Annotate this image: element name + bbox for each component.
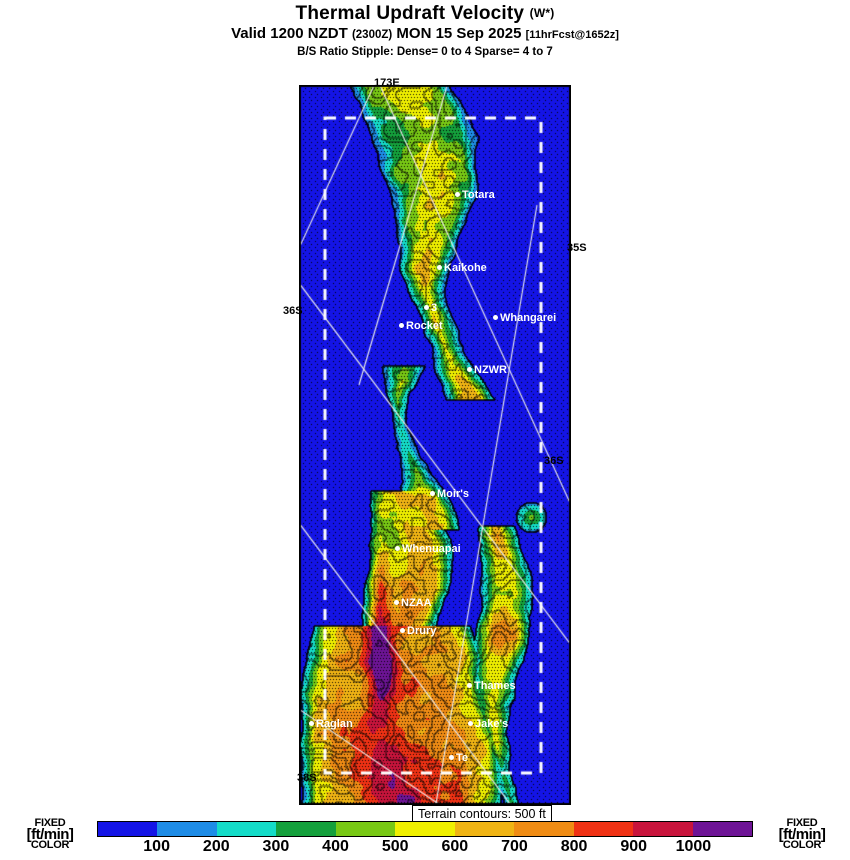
place-marker-dot [493, 315, 498, 320]
place-marker-dot [449, 755, 454, 760]
contour-marker-dot [424, 305, 429, 310]
place-marker-dot [468, 721, 473, 726]
colorbar-row: FIXED [ft/min] COLOR 100 200 300 400 500 600 7… [0, 818, 850, 860]
colorbar-tick-800: 800 [560, 838, 588, 855]
colorbar-tick-600: 600 [441, 838, 469, 855]
map-place-raglan[interactable]: Raglan [309, 719, 353, 730]
place-label: Totara [462, 189, 495, 201]
colorbar-legend-right: FIXED [ft/min] COLOR [762, 818, 842, 851]
main-title-subscript: (W*) [529, 6, 555, 20]
legend-left-color: COLOR [30, 839, 70, 851]
place-marker-dot [467, 367, 472, 372]
legend-right-color: COLOR [782, 839, 822, 851]
map-place-jake-s[interactable]: Jake's [468, 719, 508, 730]
graticule-label-35s: 35S [567, 242, 587, 254]
colorbar-tick-200: 200 [202, 838, 230, 855]
colorbar-swatch-10 [692, 822, 752, 836]
place-marker-dot [437, 265, 442, 270]
colorbar-swatches[interactable] [97, 821, 753, 837]
forecast-tag: [11hrFcst@1652z] [525, 29, 619, 41]
colorbar-tick-300: 300 [262, 838, 290, 855]
graticule-label-38s: 38S [297, 772, 317, 784]
place-label: NZAA [401, 597, 432, 609]
place-marker-dot [399, 323, 404, 328]
place-marker-dot [400, 628, 405, 633]
colorbar-swatch-5 [395, 822, 455, 836]
colorbar-legend-left: FIXED [ft/min] COLOR [10, 818, 90, 851]
place-label: Rocket [406, 320, 443, 332]
map-place-totara[interactable]: Totara [455, 190, 495, 201]
map-place-te[interactable]: Te [449, 753, 468, 764]
colorbar-tick-700: 700 [501, 838, 528, 855]
contour-value: 3 [431, 302, 438, 314]
map-place-thames[interactable]: Thames [467, 681, 516, 692]
main-title-text: Thermal Updraft Velocity [295, 3, 525, 24]
place-label: Thames [474, 680, 516, 692]
graticule-label-36s: 36S [544, 455, 564, 467]
colorbar-swatch-1 [157, 822, 217, 836]
forecast-map[interactable]: Totara Kaikohe Rocket Whangarei NZWR Moir's Wh… [283, 77, 587, 805]
colorbar-swatch-3 [276, 822, 336, 836]
place-label: Whangarei [500, 312, 557, 324]
map-place-whangarei[interactable]: Whangarei [493, 313, 556, 324]
colorbar-swatch-9 [633, 822, 693, 836]
legend-left-fixed: FIXED [34, 817, 66, 829]
place-marker-dot [430, 491, 435, 496]
valid-prefix: Valid 1200 NZDT [231, 25, 348, 42]
valid-zulu: (2300Z) [351, 29, 393, 41]
page-title: Thermal Updraft Velocity (W*) [0, 3, 850, 24]
graticule-label-36s: 36S [283, 305, 303, 317]
map-place-nzwr[interactable]: NZWR [467, 365, 507, 376]
colorbar-tick-labels: 100 200 300 400 500 600 700 800 900 1000 [97, 838, 753, 860]
contour-label-3: 3 [424, 303, 437, 314]
place-label: Moir's [437, 488, 469, 500]
map-place-nzaa[interactable]: NZAA [394, 598, 432, 609]
colorbar-tick-900: 900 [620, 838, 648, 855]
colorbar-swatch-2 [216, 822, 277, 836]
map-raster [299, 85, 571, 805]
place-marker-dot [309, 721, 314, 726]
valid-date: MON 15 Sep 2025 [396, 25, 522, 42]
place-label: Jake's [475, 718, 509, 730]
place-label: Whenuapai [402, 543, 461, 555]
colorbar-tick-1000: 1000 [675, 838, 712, 855]
colorbar-swatch-6 [454, 822, 515, 836]
place-marker-dot [467, 683, 472, 688]
stipple-legend-line: B/S Ratio Stipple: Dense= 0 to 4 Sparse=… [297, 46, 553, 58]
colorbar-tick-400: 400 [322, 838, 349, 855]
graticule-label-173e: 173E [374, 77, 400, 89]
map-place-whenuapai[interactable]: Whenuapai [395, 544, 461, 555]
colorbar-swatch-4 [335, 822, 396, 836]
colorbar-swatch-8 [573, 822, 634, 836]
place-label: NZWR [474, 364, 507, 376]
title-block: Thermal Updraft Velocity (W*) Valid 1200… [0, 0, 850, 60]
valid-time-line: Valid 1200 NZDT (2300Z) MON 15 Sep 2025 … [0, 24, 850, 45]
place-marker-dot [455, 192, 460, 197]
place-label: Raglan [316, 718, 353, 730]
map-place-drury[interactable]: Drury [400, 626, 436, 637]
colorbar-swatch-0 [98, 822, 158, 836]
legend-left-unit: [ft/min] [26, 826, 74, 843]
map-place-kaikohe[interactable]: Kaikohe [437, 263, 487, 274]
place-label: Kaikohe [444, 262, 487, 274]
map-overlay: Totara Kaikohe Rocket Whangarei NZWR Moir's Wh… [283, 77, 587, 805]
place-label: Te [456, 752, 469, 764]
colorbar-tick-100: 100 [143, 838, 170, 855]
place-marker-dot [395, 546, 400, 551]
colorbar-tick-500: 500 [381, 838, 409, 855]
place-marker-dot [394, 600, 399, 605]
legend-right-unit: [ft/min] [778, 826, 826, 843]
colorbar-swatch-7 [514, 822, 574, 836]
place-label: Drury [407, 625, 437, 637]
map-place-moir-s[interactable]: Moir's [430, 489, 469, 500]
legend-right-fixed: FIXED [786, 817, 818, 829]
map-place-rocket[interactable]: Rocket [399, 321, 443, 332]
